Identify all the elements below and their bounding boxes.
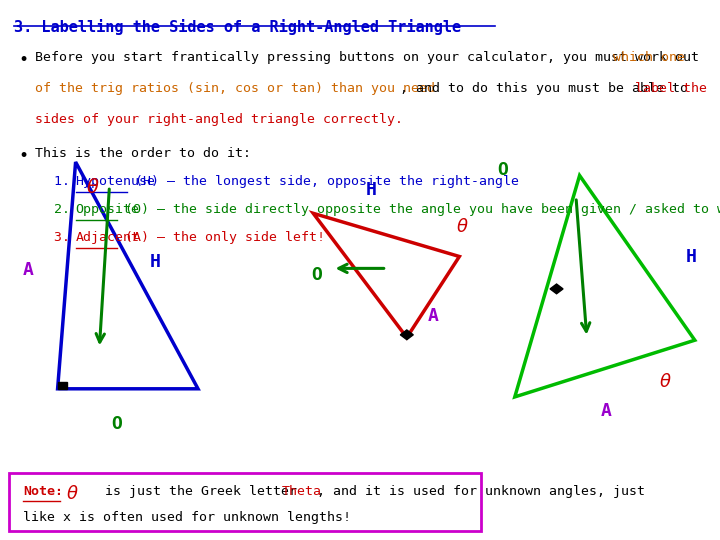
Text: 2.: 2. xyxy=(54,203,78,216)
FancyBboxPatch shape xyxy=(9,472,481,531)
Text: $\theta$: $\theta$ xyxy=(456,218,469,236)
Text: Opposite: Opposite xyxy=(76,203,140,216)
Text: Before you start frantically pressing buttons on your calculator, you must work : Before you start frantically pressing bu… xyxy=(35,51,706,64)
Text: Adjacent: Adjacent xyxy=(76,231,140,244)
Text: O: O xyxy=(311,266,322,285)
Text: H: H xyxy=(686,247,697,266)
Text: of the trig ratios (sin, cos or tan) than you need: of the trig ratios (sin, cos or tan) tha… xyxy=(35,82,435,95)
Text: Note:: Note: xyxy=(23,485,63,498)
Text: •: • xyxy=(18,51,28,69)
Text: which one: which one xyxy=(613,51,685,64)
Text: This is the order to do it:: This is the order to do it: xyxy=(35,147,251,160)
Text: •: • xyxy=(18,147,28,165)
Text: 3.: 3. xyxy=(54,231,78,244)
Polygon shape xyxy=(58,382,67,389)
Text: $\theta$: $\theta$ xyxy=(659,373,672,392)
Text: 3. Labelling the Sides of a Right-Angled Triangle: 3. Labelling the Sides of a Right-Angled… xyxy=(14,19,462,35)
Text: , and to do this you must be able to: , and to do this you must be able to xyxy=(400,82,696,95)
Text: (A) – the only side left!: (A) – the only side left! xyxy=(117,231,325,244)
Text: , and it is used for unknown angles, just: , and it is used for unknown angles, jus… xyxy=(317,485,645,498)
Polygon shape xyxy=(550,284,563,294)
Text: A: A xyxy=(428,307,438,325)
Text: (O) – the side directly opposite the angle you have been given / asked to work o: (O) – the side directly opposite the ang… xyxy=(117,203,720,216)
Text: O: O xyxy=(497,161,508,179)
Text: is just the Greek letter: is just the Greek letter xyxy=(89,485,305,498)
Text: $\theta$: $\theta$ xyxy=(86,178,100,197)
Text: O: O xyxy=(112,415,122,433)
Text: (H) – the longest side, opposite the right-angle: (H) – the longest side, opposite the rig… xyxy=(127,175,519,188)
Polygon shape xyxy=(400,330,413,340)
Text: Hypotenuse: Hypotenuse xyxy=(76,175,156,188)
Text: Theta: Theta xyxy=(282,485,323,498)
Text: A: A xyxy=(23,261,34,279)
Text: $\theta$: $\theta$ xyxy=(66,485,79,503)
Text: label the: label the xyxy=(635,82,707,95)
Text: like x is often used for unknown lengths!: like x is often used for unknown lengths… xyxy=(23,511,351,524)
Text: sides of your right-angled triangle correctly.: sides of your right-angled triangle corr… xyxy=(35,113,402,126)
Text: H: H xyxy=(366,181,377,199)
Text: H: H xyxy=(150,253,161,271)
Text: A: A xyxy=(601,402,612,421)
Text: 1.: 1. xyxy=(54,175,78,188)
